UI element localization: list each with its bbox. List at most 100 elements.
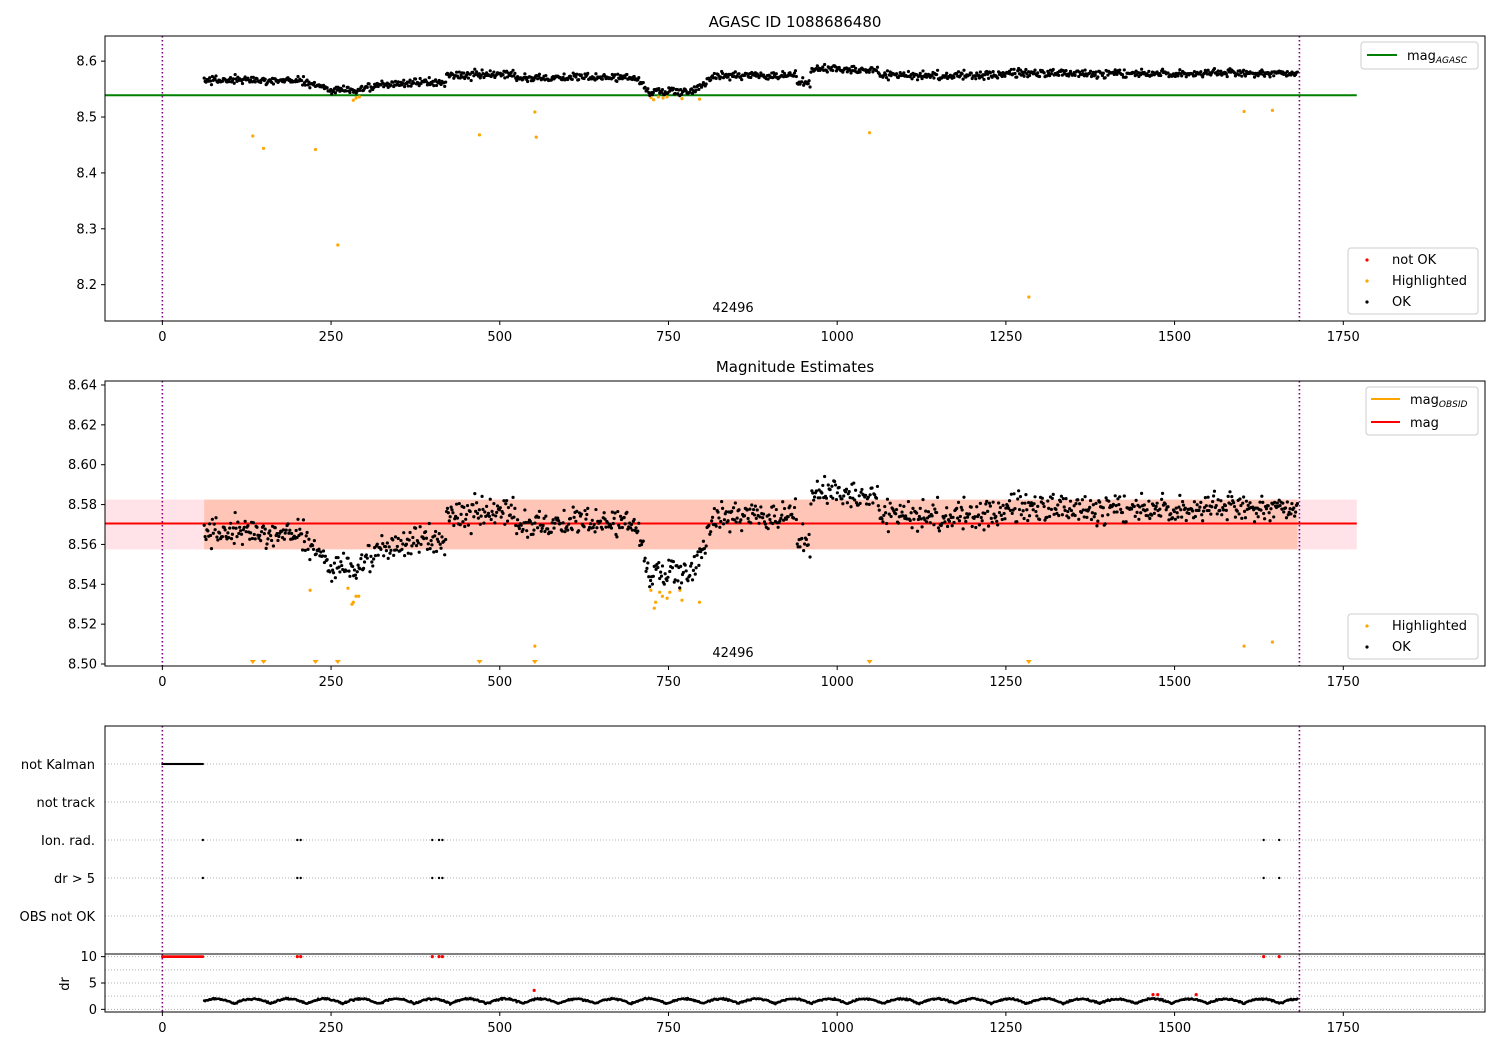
point-ok xyxy=(479,514,483,518)
point-ok xyxy=(894,512,898,516)
point-ok xyxy=(1254,511,1258,516)
point-ok xyxy=(1166,71,1170,75)
legend-label-not-ok: not OK xyxy=(1392,253,1437,268)
point-ok xyxy=(562,508,566,512)
point-ok xyxy=(988,71,992,75)
point-ok xyxy=(250,536,255,541)
point-ok xyxy=(1269,507,1273,511)
point-ok xyxy=(940,521,944,525)
point-ok xyxy=(883,504,887,509)
point-ok xyxy=(1139,491,1144,496)
point-ok xyxy=(354,576,358,580)
point-ok xyxy=(1113,494,1117,498)
point-ok xyxy=(915,78,920,82)
flag-point-ion-rad xyxy=(299,838,302,842)
dr-point-clipped xyxy=(1262,955,1266,959)
point-ok xyxy=(651,90,655,95)
point-highlighted xyxy=(1242,109,1246,114)
point-ok xyxy=(754,516,758,520)
point-ok xyxy=(782,506,787,511)
point-ok xyxy=(1147,499,1151,503)
point-ok xyxy=(231,77,235,81)
point-ok xyxy=(1228,490,1232,494)
point-ok xyxy=(808,85,812,89)
point-ok xyxy=(809,70,813,74)
point-ok xyxy=(269,534,273,538)
point-ok xyxy=(1092,515,1096,519)
point-ok xyxy=(771,521,775,526)
point-ok xyxy=(231,526,235,530)
point-highlighted xyxy=(357,95,362,99)
point-ok xyxy=(414,544,419,548)
point-ok xyxy=(600,527,604,531)
point-ok xyxy=(263,527,267,531)
point-ok xyxy=(1074,501,1078,506)
point-ok xyxy=(963,516,967,520)
point-ok xyxy=(610,510,614,514)
point-ok xyxy=(365,556,369,560)
point-ok xyxy=(925,520,929,524)
point-ok xyxy=(1018,494,1023,499)
point-ok xyxy=(1137,517,1141,521)
point-ok xyxy=(562,72,566,76)
point-ok xyxy=(774,72,778,76)
point-ok xyxy=(885,497,890,501)
point-ok xyxy=(302,540,307,544)
point-ok xyxy=(1067,516,1071,520)
point-ok xyxy=(504,502,508,506)
point-ok xyxy=(871,501,875,505)
point-ok xyxy=(1169,512,1173,516)
point-ok xyxy=(826,483,830,487)
agasc-panel: AGASC ID 1088686480 42496 0 250 500 750 1000… xyxy=(76,13,1486,345)
point-ok xyxy=(1235,509,1239,513)
point-ok xyxy=(212,522,216,526)
y-tick-label: 8.62 xyxy=(68,418,97,433)
point-ok xyxy=(347,569,351,573)
point-ok xyxy=(492,70,496,74)
point-ok xyxy=(373,553,378,558)
point-ok xyxy=(884,73,888,77)
point-ok xyxy=(1280,507,1284,511)
point-ok xyxy=(457,501,461,506)
point-ok xyxy=(1100,514,1105,518)
point-highlighted xyxy=(354,594,358,598)
point-ok xyxy=(679,88,683,92)
point-ok xyxy=(967,512,972,516)
point-ok xyxy=(530,522,534,526)
point-ok xyxy=(525,529,529,533)
point-highlighted xyxy=(661,96,665,100)
point-ok xyxy=(387,545,391,549)
point-ok xyxy=(632,517,636,522)
point-ok xyxy=(1176,515,1180,519)
point-ok xyxy=(314,552,318,556)
point-ok xyxy=(1230,494,1234,499)
point-ok xyxy=(475,501,479,505)
point-ok xyxy=(696,550,700,554)
dr-point-clipped xyxy=(201,955,205,959)
point-ok xyxy=(873,493,877,497)
point-ok xyxy=(845,70,849,74)
point-ok xyxy=(712,71,716,76)
point-ok xyxy=(662,582,666,586)
point-ok xyxy=(261,524,265,528)
point-ok xyxy=(450,508,454,512)
point-ok xyxy=(1259,508,1263,512)
point-ok xyxy=(976,73,981,77)
point-ok xyxy=(512,515,516,519)
point-ok xyxy=(410,544,414,548)
point-ok xyxy=(331,571,336,575)
x-tick-label: 0 xyxy=(158,330,166,345)
point-ok xyxy=(512,74,516,78)
point-ok xyxy=(734,520,738,524)
point-ok xyxy=(526,79,530,84)
estimates-legend-label-ok: OK xyxy=(1392,640,1411,655)
point-ok xyxy=(950,524,954,528)
point-ok xyxy=(613,511,617,515)
point-ok xyxy=(1047,506,1051,510)
point-ok xyxy=(533,521,537,525)
point-ok xyxy=(332,561,337,565)
point-ok xyxy=(1285,500,1289,504)
point-ok xyxy=(1134,498,1138,502)
point-highlighted xyxy=(660,594,665,598)
